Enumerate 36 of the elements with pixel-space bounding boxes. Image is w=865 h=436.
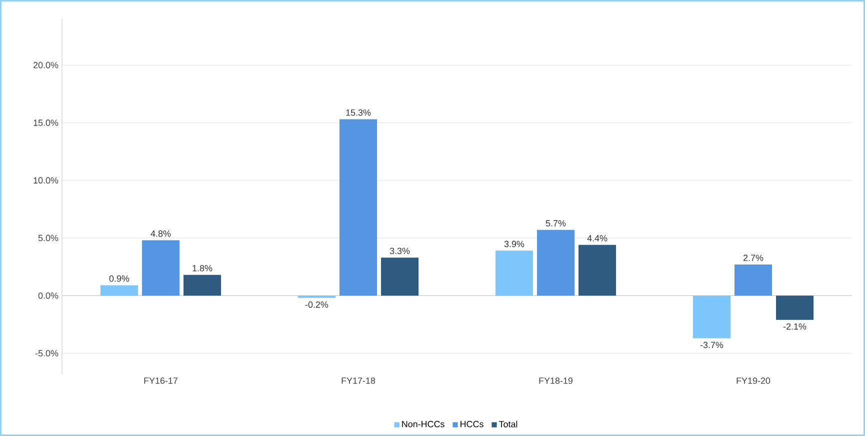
x-tick-label: FY17-18 — [342, 378, 376, 384]
bar — [734, 264, 772, 296]
bar — [692, 296, 730, 338]
data-label: 1.8% — [192, 265, 212, 272]
x-tick-label: FY19-20 — [736, 378, 770, 384]
data-label: -0.2% — [305, 301, 328, 308]
bar — [536, 230, 575, 296]
y-tick-label: 0.0% — [38, 292, 58, 299]
y-tick-label: 20.0% — [34, 62, 58, 68]
bar — [142, 240, 180, 296]
data-label: -3.7% — [700, 342, 724, 348]
y-tick-label: 5.0% — [38, 234, 58, 242]
x-tick-label: FY16-17 — [144, 378, 178, 384]
y-tick-label: 10.0% — [34, 177, 58, 184]
data-label: 5.7% — [546, 220, 566, 226]
data-label: 4.4% — [587, 235, 608, 242]
bar — [339, 119, 378, 296]
bar — [381, 258, 419, 296]
bar — [578, 244, 616, 296]
bar — [495, 250, 533, 296]
data-label: -2.1% — [783, 323, 806, 330]
bar — [184, 274, 222, 296]
legend-label: Total — [498, 420, 518, 428]
data-label: 3.9% — [504, 240, 524, 248]
data-label: 4.8% — [150, 230, 171, 237]
bar — [776, 296, 814, 320]
y-tick-label: 15.0% — [34, 120, 58, 126]
legend-label: HCCs — [460, 420, 484, 428]
x-tick-label: FY18-19 — [539, 378, 573, 384]
y-tick-label: -5.0% — [35, 350, 58, 356]
legend-label: Non-HCCs — [402, 420, 444, 428]
data-label: 2.7% — [743, 254, 764, 261]
data-label: 15.3% — [346, 109, 371, 116]
bar — [100, 285, 138, 296]
data-label: 0.9% — [109, 275, 130, 282]
data-label: 3.3% — [390, 248, 410, 254]
